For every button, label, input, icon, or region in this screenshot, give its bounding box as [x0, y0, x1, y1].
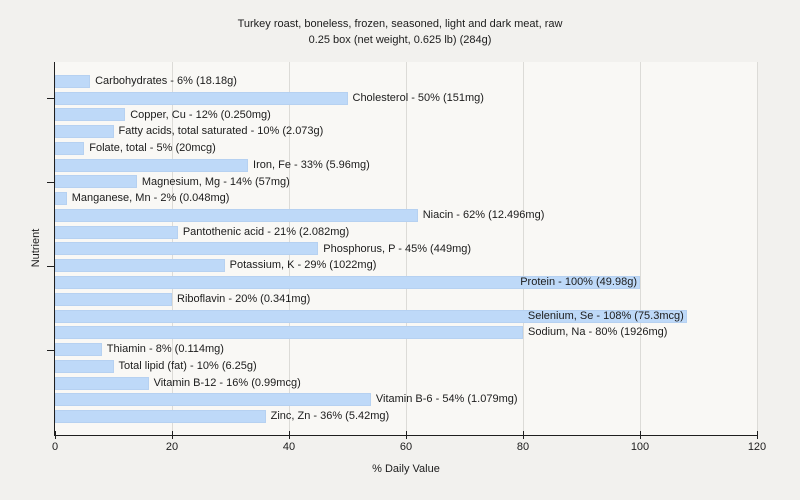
bar-row: Folate, total - 5% (20mcg)	[55, 140, 757, 157]
bar-row: Niacin - 62% (12.496mg)	[55, 207, 757, 224]
bar-niacin	[55, 208, 418, 222]
bar-label: Riboflavin - 20% (0.341mg)	[177, 292, 311, 305]
bar-iron-fe	[55, 158, 249, 172]
bar-row: Copper, Cu - 12% (0.250mg)	[55, 107, 757, 124]
bar-pantothenic-acid	[55, 225, 178, 239]
x-axis-tick	[756, 431, 758, 439]
bar-label: Potassium, K - 29% (1022mg)	[229, 259, 377, 272]
bar-row: Total lipid (fat) - 10% (6.25g)	[55, 358, 757, 375]
x-axis-label: % Daily Value	[372, 463, 440, 475]
bar-fatty-acids-total-saturated	[55, 125, 114, 139]
x-axis-tick	[171, 431, 173, 439]
bar-label: Zinc, Zn - 36% (5.42mg)	[270, 410, 390, 423]
bar-potassium-k	[55, 259, 225, 273]
x-tick-label: 100	[630, 441, 650, 453]
bar-label: Pantothenic acid - 21% (2.082mg)	[182, 225, 350, 238]
bar-label: Protein - 100% (49.98g)	[520, 276, 637, 289]
bar-row: Vitamin B-12 - 16% (0.99mcg)	[55, 375, 757, 392]
bar-label: Cholesterol - 50% (151mg)	[352, 91, 484, 104]
bar-row: Cholesterol - 50% (151mg)	[55, 90, 757, 107]
bar-row: Zinc, Zn - 36% (5.42mg)	[55, 408, 757, 425]
bar-vitamin-b-6	[55, 393, 371, 407]
x-tick-label: 0	[51, 441, 59, 453]
bar-row: Vitamin B-6 - 54% (1.079mg)	[55, 391, 757, 408]
bar-row: Protein - 100% (49.98g)	[55, 274, 757, 291]
bar-selenium-se	[55, 309, 687, 323]
bar-row: Iron, Fe - 33% (5.96mg)	[55, 157, 757, 174]
bar-vitamin-b-12	[55, 376, 149, 390]
bar-label: Vitamin B-6 - 54% (1.079mg)	[375, 393, 518, 406]
x-axis-tick	[54, 431, 56, 439]
chart-title: Turkey roast, boneless, frozen, seasoned…	[0, 16, 800, 48]
bar-row: Manganese, Mn - 2% (0.048mg)	[55, 190, 757, 207]
gridline-x-60	[405, 62, 407, 435]
bar-riboflavin	[55, 292, 172, 306]
bar-label: Fatty acids, total saturated - 10% (2.07…	[118, 125, 324, 138]
bar-row: Selenium, Se - 108% (75.3mcg)	[55, 308, 757, 325]
bar-thiamin	[55, 343, 102, 357]
x-axis-tick	[639, 431, 641, 439]
bar-row: Thiamin - 8% (0.114mg)	[55, 341, 757, 358]
bar-label: Magnesium, Mg - 14% (57mg)	[141, 175, 290, 188]
bar-phosphorus-p	[55, 242, 319, 256]
plot-area: Carbohydrates - 6% (18.18g) Cholesterol -…	[47, 62, 766, 453]
bar-label: Niacin - 62% (12.496mg)	[422, 209, 545, 222]
bar-label: Copper, Cu - 12% (0.250mg)	[130, 108, 271, 121]
chart-title-line2: 0.25 box (net weight, 0.625 lb) (284g)	[308, 34, 492, 46]
bar-carbohydrates	[55, 74, 91, 88]
x-axis-tick	[288, 431, 290, 439]
bar-label: Iron, Fe - 33% (5.96mg)	[253, 158, 370, 171]
gridline-x-80	[522, 62, 524, 435]
bar-label: Thiamin - 8% (0.114mg)	[106, 343, 224, 356]
bar-row: Potassium, K - 29% (1022mg)	[55, 257, 757, 274]
y-axis-label: Nutrient	[30, 228, 42, 268]
bar-folate-total	[55, 141, 85, 155]
bar-row: Riboflavin - 20% (0.341mg)	[55, 291, 757, 308]
x-tick-label: 60	[399, 441, 413, 453]
bar-label: Vitamin B-12 - 16% (0.99mcg)	[153, 376, 301, 389]
bar-label: Total lipid (fat) - 10% (6.25g)	[118, 359, 257, 372]
x-tick-label: 40	[282, 441, 296, 453]
x-axis-tick	[405, 431, 407, 439]
bar-protein	[55, 276, 640, 290]
y-axis-line	[54, 62, 55, 436]
bar-row: Pantothenic acid - 21% (2.082mg)	[55, 224, 757, 241]
gridline-x-100	[639, 62, 641, 435]
bar-total-lipid-fat	[55, 359, 114, 373]
y-axis-tick	[47, 349, 55, 351]
gridline-x-120	[756, 62, 758, 435]
bar-row: Carbohydrates - 6% (18.18g)	[55, 73, 757, 90]
bar-label: Manganese, Mn - 2% (0.048mg)	[71, 192, 230, 205]
bar-label: Sodium, Na - 80% (1926mg)	[528, 326, 668, 339]
bar-label: Carbohydrates - 6% (18.18g)	[95, 75, 237, 87]
bar-manganese-mn	[55, 192, 67, 206]
y-axis-tick	[47, 181, 55, 183]
x-tick-label: 20	[165, 441, 179, 453]
bar-row: Phosphorus, P - 45% (449mg)	[55, 241, 757, 258]
y-axis-tick	[47, 98, 55, 100]
bar-sodium-na	[55, 326, 523, 340]
bar-row: Sodium, Na - 80% (1926mg)	[55, 324, 757, 341]
bar-copper-cu	[55, 108, 126, 122]
bar-magnesium-mg	[55, 175, 137, 189]
bar-row: Fatty acids, total saturated - 10% (2.07…	[55, 123, 757, 140]
bar-label: Phosphorus, P - 45% (449mg)	[323, 242, 472, 255]
bar-label: Folate, total - 5% (20mcg)	[89, 142, 216, 155]
bar-label: Selenium, Se - 108% (75.3mcg)	[527, 309, 684, 322]
bar-cholesterol	[55, 91, 348, 105]
bar-row: Magnesium, Mg - 14% (57mg)	[55, 174, 757, 191]
x-tick-label: 80	[516, 441, 530, 453]
chart-title-line1: Turkey roast, boneless, frozen, seasoned…	[237, 18, 563, 30]
bar-zinc-zn	[55, 410, 266, 424]
y-axis-tick	[47, 265, 55, 267]
x-tick-label: 120	[747, 441, 767, 453]
x-axis-tick	[522, 431, 524, 439]
